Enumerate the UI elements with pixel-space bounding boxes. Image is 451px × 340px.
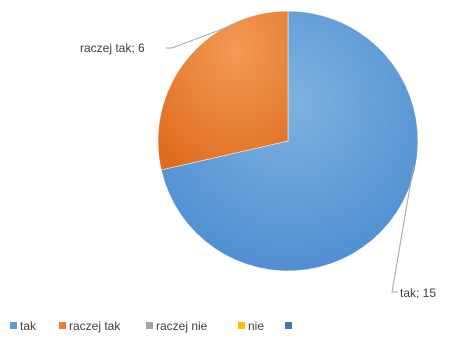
legend-label-nie: nie <box>248 319 264 333</box>
chart-legend: tak raczej tak raczej nie nie <box>10 319 292 333</box>
legend-swatch-unnamed <box>285 322 292 329</box>
legend-item-raczej-nie: raczej nie <box>146 319 208 333</box>
legend-swatch-raczej-tak <box>59 322 66 329</box>
legend-item-unnamed <box>285 322 292 329</box>
legend-item-tak: tak <box>10 319 37 333</box>
pie-slice-tak <box>160 10 419 272</box>
legend-item-raczej-tak: raczej tak <box>59 319 121 333</box>
legend-swatch-raczej-nie <box>146 322 153 329</box>
legend-item-nie: nie <box>238 319 264 333</box>
data-label-raczej-tak: raczej tak; 6 <box>80 41 145 55</box>
leader-line-raczej-tak <box>166 20 245 49</box>
legend-label-tak: tak <box>20 319 37 333</box>
data-label-tak: tak; 15 <box>400 286 436 300</box>
pie-slices <box>157 10 419 272</box>
leader-line-tak <box>391 165 415 293</box>
legend-label-raczej-tak: raczej tak <box>69 319 121 333</box>
legend-swatch-tak <box>10 322 17 329</box>
legend-swatch-nie <box>238 322 245 329</box>
legend-label-raczej-nie: raczej nie <box>156 319 208 333</box>
pie-slice-raczej-tak <box>157 10 289 171</box>
